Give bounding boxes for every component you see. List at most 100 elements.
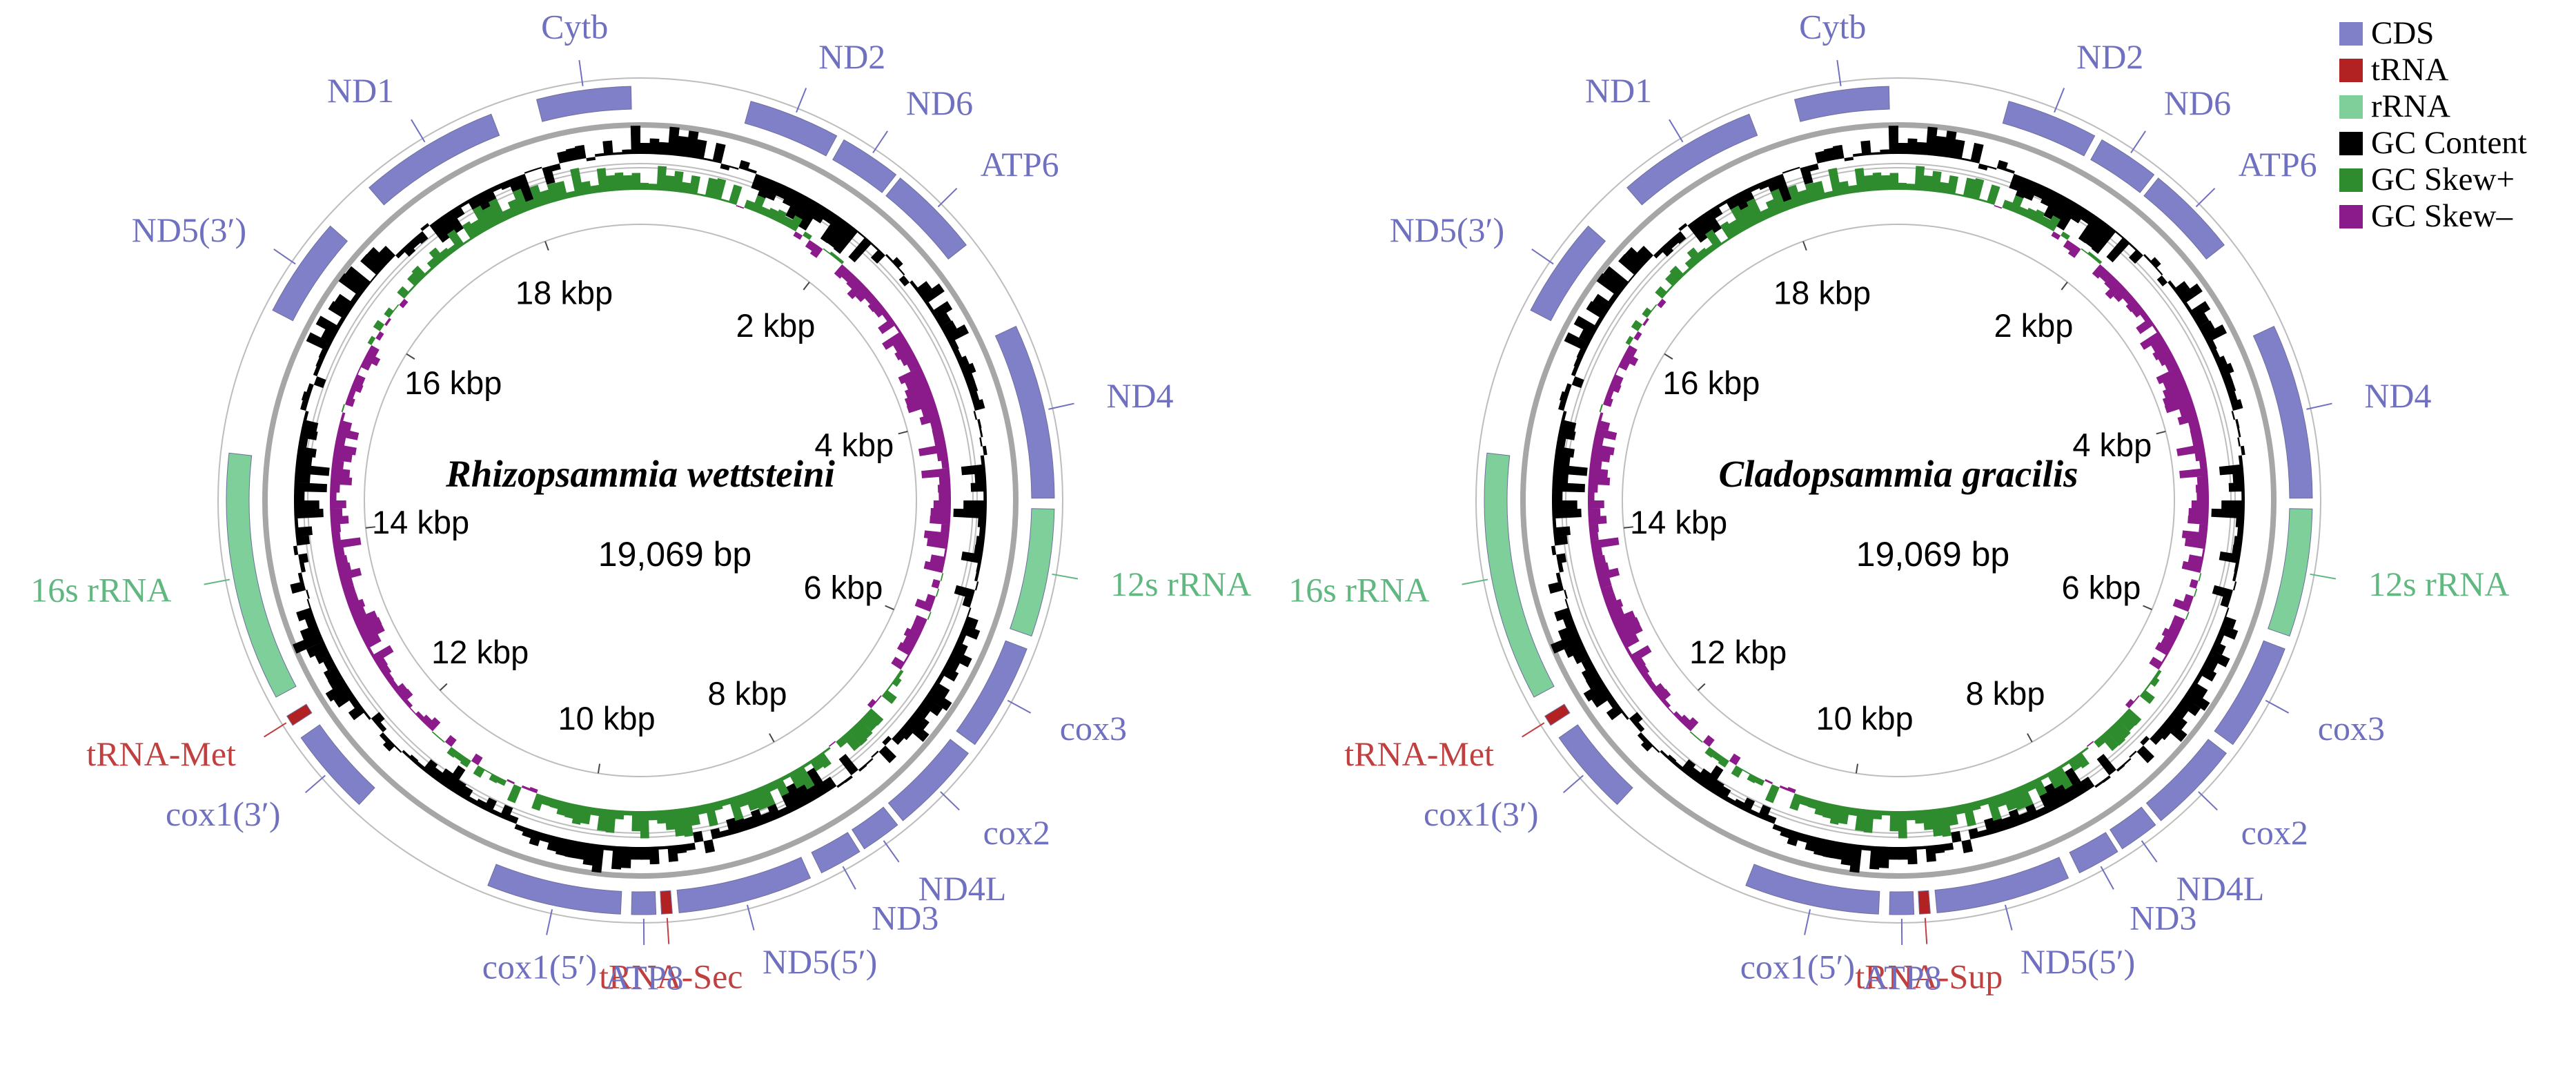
tick-mark [406, 353, 415, 360]
gc-content-track [290, 126, 987, 873]
gene-label-leader [1462, 578, 1488, 585]
legend-label: CDS [2371, 15, 2434, 51]
tick-mark [1664, 353, 1673, 360]
gene-label-leader [2141, 840, 2158, 863]
legend-label: GC Skew– [2371, 198, 2513, 234]
legend-label: tRNA [2371, 52, 2448, 88]
gene-label-leader [1669, 119, 1684, 143]
gene-label: ND4L [918, 869, 1007, 908]
tick-mark [898, 430, 908, 435]
gene-block-tRNA-Sec [660, 890, 673, 915]
tick-label: 4 kbp [814, 427, 894, 463]
gene-label: ND4L [2176, 869, 2265, 908]
gene-label-leader [2054, 88, 2065, 113]
tick-label: 2 kbp [736, 307, 815, 344]
gene-block-ND2 [744, 101, 838, 157]
gene-block-12s rRNA [1010, 508, 1055, 637]
tick-label: 6 kbp [803, 569, 883, 605]
gene-label-leader [2265, 699, 2290, 714]
tick-mark [439, 683, 448, 691]
species-name: Cladopsammia gracilis [1718, 453, 2078, 495]
legend-swatch-gc_skew_pos [2339, 168, 2363, 192]
gene-label: tRNA-Met [86, 734, 236, 773]
gene-label-leader [1924, 917, 1928, 944]
gene-label: ND4 [2364, 376, 2431, 415]
gene-label: Cytb [541, 8, 608, 46]
gene-block-ND4 [994, 326, 1055, 499]
legend-swatch-cds [2339, 22, 2363, 46]
gene-label: 12s rRNA [2368, 565, 2509, 603]
gene-block-tRNA-Met [1544, 703, 1571, 726]
gene-label: ND3 [872, 898, 938, 937]
gene-track [226, 86, 1055, 915]
species-name: Rhizopsammia wettsteini [445, 453, 836, 495]
gene-label-leader [546, 909, 553, 935]
gene-label: tRNA-Sup [1855, 957, 2003, 996]
gene-label: ND5(3′) [1390, 211, 1504, 249]
gene-label: cox1(3′) [166, 795, 280, 833]
tick-mark [803, 282, 810, 291]
gc-content-track [1548, 126, 2245, 873]
gene-block-12s rRNA [2268, 508, 2313, 637]
gene-label-leader [937, 188, 958, 208]
gc-tracks [290, 126, 987, 873]
tick-label: 8 kbp [1965, 675, 2045, 712]
gene-label-leader [1522, 722, 1545, 738]
gene-block-tRNA-Met [286, 703, 313, 726]
gene-label: ATP8 [605, 958, 684, 997]
tick-label: 16 kbp [404, 364, 502, 401]
tick-label: 4 kbp [2072, 427, 2152, 463]
gene-block-ND5(5′) [676, 857, 812, 913]
inner-ring [1622, 224, 2175, 777]
legend-swatch-gc_skew_neg [2339, 205, 2363, 228]
tick-label: 2 kbp [1994, 307, 2073, 344]
gene-label: ND1 [1585, 71, 1652, 110]
legend-swatch-gc_content [2339, 132, 2363, 155]
gene-label-leader [264, 722, 287, 738]
gene-label-leader [204, 578, 230, 585]
tick-mark [1697, 683, 1706, 691]
gene-block-cox1(5′) [487, 864, 622, 915]
gene-label-leader [411, 119, 426, 143]
gene-block-tRNA-Sup [1918, 890, 1931, 915]
gene-label: ND6 [906, 84, 973, 122]
gene-block-cox1(5′) [1745, 864, 1880, 915]
backbone-ring [1520, 122, 2277, 879]
gene-label: 16s rRNA [1288, 571, 1429, 610]
gene-block-ND4 [2252, 326, 2313, 499]
legend-label: rRNA [2371, 88, 2450, 124]
gene-label: ATP6 [2239, 145, 2317, 184]
gene-label: ND6 [2164, 84, 2231, 122]
gene-label-leader [2310, 573, 2337, 580]
gene-block-ATP6 [2143, 177, 2225, 260]
gene-label: ND5(5′) [2021, 942, 2135, 981]
gc-tracks [1548, 126, 2245, 873]
gene-label: cox3 [2318, 709, 2385, 748]
gene-label: tRNA-Met [1344, 734, 1494, 773]
gene-block-ND5(5′) [1934, 857, 2069, 913]
tick-mark [769, 733, 775, 743]
gene-label: 12s rRNA [1110, 565, 1251, 603]
tick-label: 10 kbp [558, 700, 656, 737]
tick-mark [2156, 430, 2166, 435]
position-ticks: 2 kbp 4 kbp 6 kbp 8 kbp 10 kbp 12 kbp 14 kbp 16… [365, 241, 908, 774]
gene-label-leader [1052, 573, 1079, 580]
tick-label: 16 kbp [1662, 364, 1760, 401]
gene-label-leader [842, 866, 856, 890]
gene-label: ND4 [1106, 376, 1173, 415]
gene-block-Cytb [1793, 86, 1890, 122]
gene-label: tRNA-Sec [599, 957, 743, 996]
gene-block-cox3 [956, 640, 1028, 745]
gene-label-leader [1563, 774, 1584, 794]
gene-label-leader [796, 88, 807, 113]
tick-mark [544, 241, 549, 251]
gene-label-leader [2198, 791, 2218, 811]
gene-label: cox2 [2241, 813, 2308, 852]
gene-label-leader [2004, 904, 2013, 930]
gene-block-16s rRNA [1484, 452, 1555, 698]
tick-label: 10 kbp [1816, 700, 1914, 737]
gene-label-leader [305, 774, 326, 794]
